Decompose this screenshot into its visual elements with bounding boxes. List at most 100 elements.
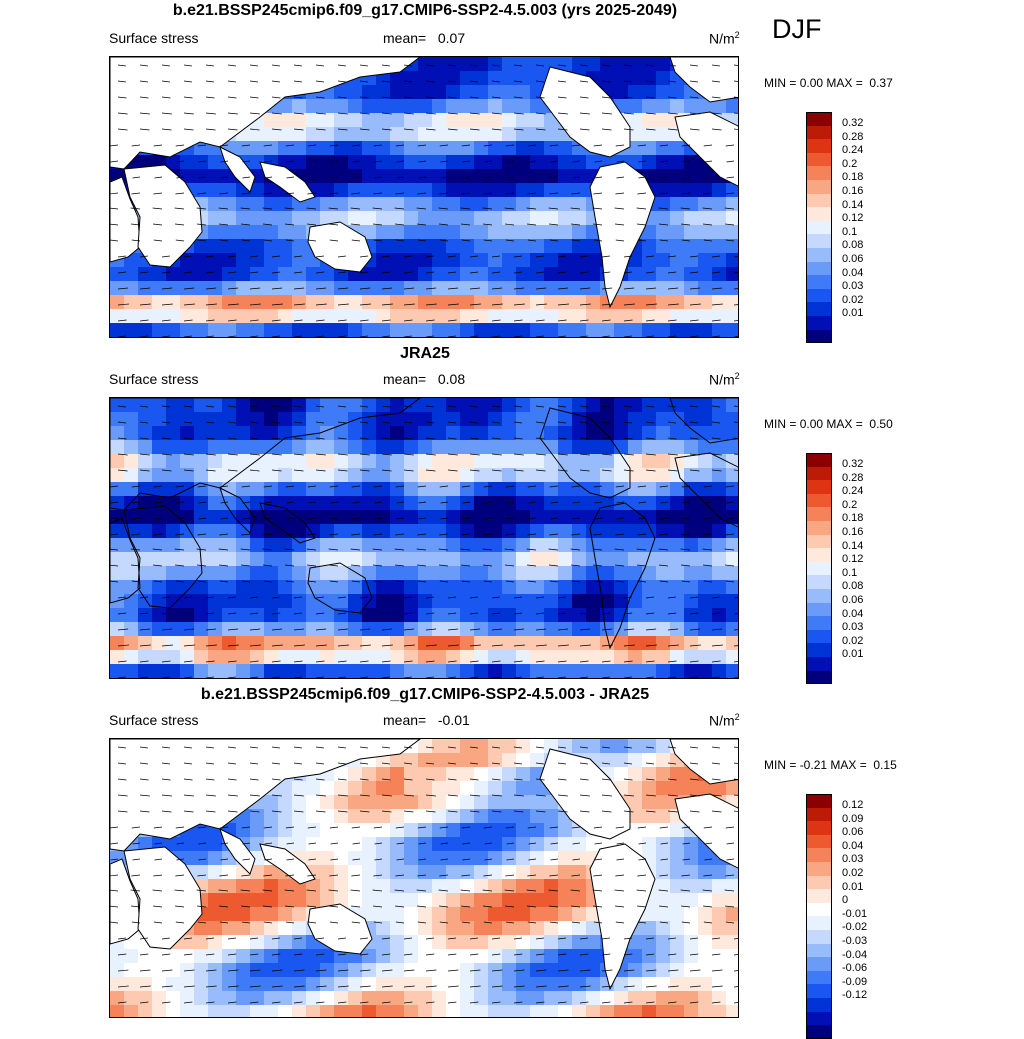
panel-title: b.e21.BSSP245cmip6.f09_g17.CMIP6-SSP2-4.… — [172, 2, 678, 19]
colorbar-tick-label: 0.12 — [842, 553, 864, 566]
stress-map — [109, 397, 739, 679]
mean-label: mean= — [383, 712, 427, 728]
colorbar-tick-label: 0.02 — [842, 866, 864, 879]
colorbar-bin: 0.28 — [806, 125, 906, 142]
colorbar-bin: 0.16 — [806, 179, 906, 196]
colorbar-tick-label: 0.24 — [842, 485, 864, 498]
colorbar-tick-label: 0.08 — [842, 580, 864, 593]
colorbar-bin: 0.02 — [806, 861, 906, 879]
units-label: N/m2 — [709, 30, 740, 47]
colorbar: 0.32 0.28 0.24 0.2 0.18 0.16 0.14 0.12 0.1 0.08 0.… — [806, 453, 906, 685]
colorbar-tick-label: 0.18 — [842, 512, 864, 525]
coastline — [123, 164, 203, 268]
colorbar-bin: 0.14 — [806, 534, 906, 551]
colorbar-bin: 0.03 — [806, 848, 906, 866]
coastline — [674, 111, 738, 187]
colorbar-swatch — [806, 656, 832, 671]
units-superscript: 2 — [734, 30, 740, 40]
colorbar-swatch — [806, 534, 832, 549]
wind-vectors — [110, 746, 738, 1004]
colorbar: 0.12 0.09 0.06 0.04 0.03 0.02 0.01 0 -0.01 -0.02-… — [806, 794, 906, 1039]
colorbar-tick-label: 0.04 — [842, 839, 864, 852]
colorbar-swatch — [806, 943, 832, 958]
units-text: N/m — [709, 30, 735, 47]
max-label: MAX = — [826, 76, 863, 90]
colorbar-bin: -0.02 — [806, 916, 906, 934]
min-value: -0.21 — [799, 758, 828, 772]
colorbar-bin: 0.1 — [806, 561, 906, 578]
colorbar-swatch — [806, 643, 832, 657]
field-cells — [110, 398, 738, 678]
colorbar-tick-label: 0.32 — [842, 458, 864, 470]
panel-difference: b.e21.BSSP245cmip6.f09_g17.CMIP6-SSP2-4.… — [0, 682, 1024, 1039]
colorbar-tick-label: -0.04 — [842, 948, 868, 961]
colorbar-bin: 0.01 — [806, 875, 906, 892]
coastline — [307, 221, 373, 273]
colorbar-swatch — [806, 275, 832, 289]
colorbar-swatch — [806, 794, 832, 808]
colorbar-bin: -0.09 — [806, 970, 906, 988]
season-label: DJF — [772, 14, 822, 44]
colorbar-bin: 0.24 — [806, 139, 906, 157]
coastline — [669, 739, 738, 785]
colorbar-bin: 0.32 — [806, 112, 906, 129]
colorbar-bin: -0.03 — [806, 929, 906, 947]
colorbar-swatch — [806, 453, 832, 467]
coastline — [259, 502, 316, 544]
colorbar-swatch — [806, 629, 832, 644]
panel-model: b.e21.BSSP245cmip6.f09_g17.CMIP6-SSP2-4.… — [0, 0, 1024, 344]
colorbar-swatch — [806, 834, 832, 849]
map-canvas — [110, 398, 738, 678]
units-text: N/m — [709, 712, 735, 729]
mean-readout: mean= 0.08 — [383, 371, 465, 387]
colorbar-bin: 0.09 — [806, 807, 906, 824]
coastline — [674, 793, 738, 869]
colorbar-tick-label: -0.09 — [842, 975, 868, 988]
colorbar-tick-label: 0.06 — [842, 593, 864, 606]
colorbar-bin: 0.2 — [806, 152, 906, 169]
colorbar-swatch — [806, 480, 832, 494]
colorbar-bin: 0.08 — [806, 234, 906, 251]
colorbar-swatch — [806, 207, 832, 221]
units-label: N/m2 — [709, 712, 740, 729]
mean-readout: mean= -0.01 — [383, 712, 470, 728]
colorbar-swatch — [806, 315, 832, 330]
colorbar-bin: 0.02 — [806, 288, 906, 306]
mean-label: mean= — [383, 30, 427, 46]
coastline — [259, 843, 316, 885]
colorbar-bin: 0.32 — [806, 453, 906, 470]
colorbar-bin — [806, 1011, 906, 1026]
colorbar-swatch — [806, 507, 832, 521]
colorbar-swatch — [806, 520, 832, 535]
colorbar-bin — [806, 670, 906, 685]
colorbar-bin: 0.18 — [806, 507, 906, 525]
colorbar-tick-label: 0.01 — [842, 307, 864, 320]
colorbar-bin: 0.12 — [806, 794, 906, 811]
colorbar-swatch — [806, 220, 832, 235]
colorbar-tick-label: 0.24 — [842, 144, 864, 157]
colorbar-swatch — [806, 588, 832, 603]
colorbar-bin: 0.28 — [806, 466, 906, 483]
colorbar-bin: 0.03 — [806, 275, 906, 292]
colorbar-bin: -0.01 — [806, 902, 906, 919]
colorbar-bin — [806, 329, 906, 344]
colorbar-swatch — [806, 575, 832, 589]
colorbar-tick-label: 0 — [842, 894, 849, 907]
colorbar-swatch — [806, 302, 832, 316]
colorbar-swatch — [806, 493, 832, 508]
colorbar-swatch — [806, 112, 832, 126]
min-label: MIN = — [764, 76, 797, 90]
colorbar-swatch — [806, 616, 832, 630]
colorbar-tick-label: 0.03 — [842, 853, 864, 866]
colorbar-tick-label: 0.02 — [842, 634, 864, 647]
min-value: 0.00 — [799, 417, 824, 431]
units-text: N/m — [709, 371, 735, 388]
continents — [110, 398, 738, 650]
colorbar-swatch — [806, 984, 832, 998]
colorbar-swatch — [806, 861, 832, 876]
colorbar-tick-label: -0.02 — [842, 921, 868, 934]
coastline — [110, 739, 421, 852]
colorbar-tick-label: 0.02 — [842, 293, 864, 306]
panel-title: JRA25 — [400, 345, 450, 362]
colorbar-tick-label: -0.03 — [842, 934, 868, 947]
